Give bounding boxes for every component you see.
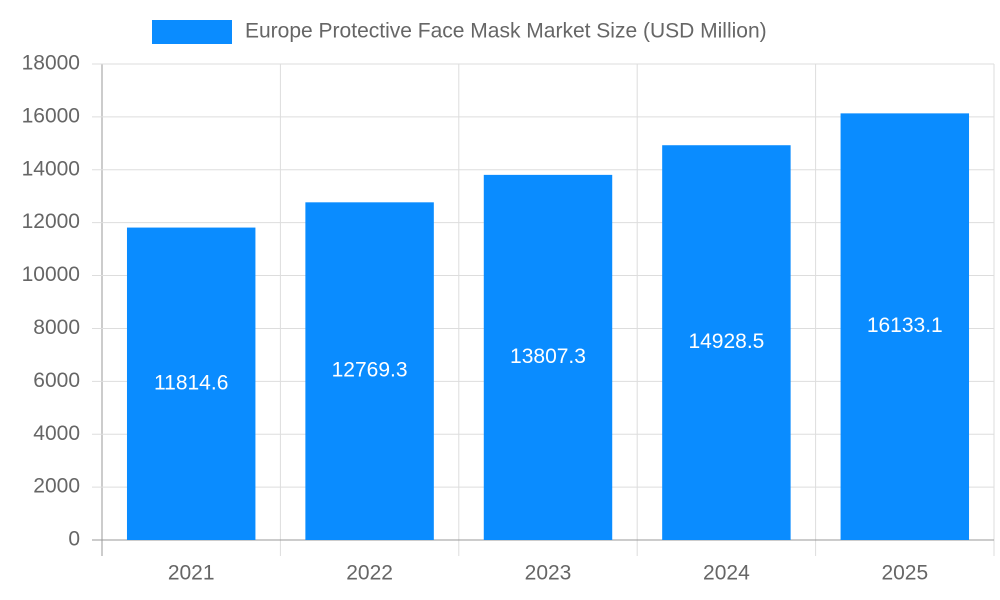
y-tick-label: 18000 — [22, 52, 80, 75]
bar — [305, 202, 434, 541]
legend-label[interactable]: Europe Protective Face Mask Market Size … — [245, 20, 767, 43]
bar — [126, 227, 256, 541]
data-label: 16133.1 — [867, 314, 943, 337]
y-tick-label: 16000 — [22, 104, 80, 127]
data-label: 14928.5 — [688, 330, 764, 353]
x-tick-label: 2024 — [703, 562, 750, 585]
y-tick-label: 14000 — [22, 157, 80, 180]
legend-swatch[interactable] — [152, 20, 232, 44]
y-tick-label: 12000 — [22, 210, 80, 233]
bar — [483, 174, 613, 540]
x-tick-label: 2021 — [168, 562, 215, 585]
bar — [840, 113, 970, 540]
data-label: 12769.3 — [332, 359, 408, 382]
x-tick-label: 2023 — [525, 562, 572, 585]
bar — [662, 145, 791, 540]
data-label: 11814.6 — [154, 371, 228, 394]
y-tick-label: 4000 — [33, 422, 80, 445]
y-tick-label: 8000 — [33, 316, 80, 339]
y-tick-label: 0 — [68, 528, 80, 551]
x-tick-label: 2025 — [881, 562, 928, 585]
data-label: 13807.3 — [510, 345, 586, 368]
y-tick-label: 6000 — [33, 369, 80, 392]
x-tick-label: 2022 — [346, 562, 393, 585]
y-tick-label: 10000 — [22, 263, 80, 286]
y-tick-label: 2000 — [33, 475, 80, 498]
